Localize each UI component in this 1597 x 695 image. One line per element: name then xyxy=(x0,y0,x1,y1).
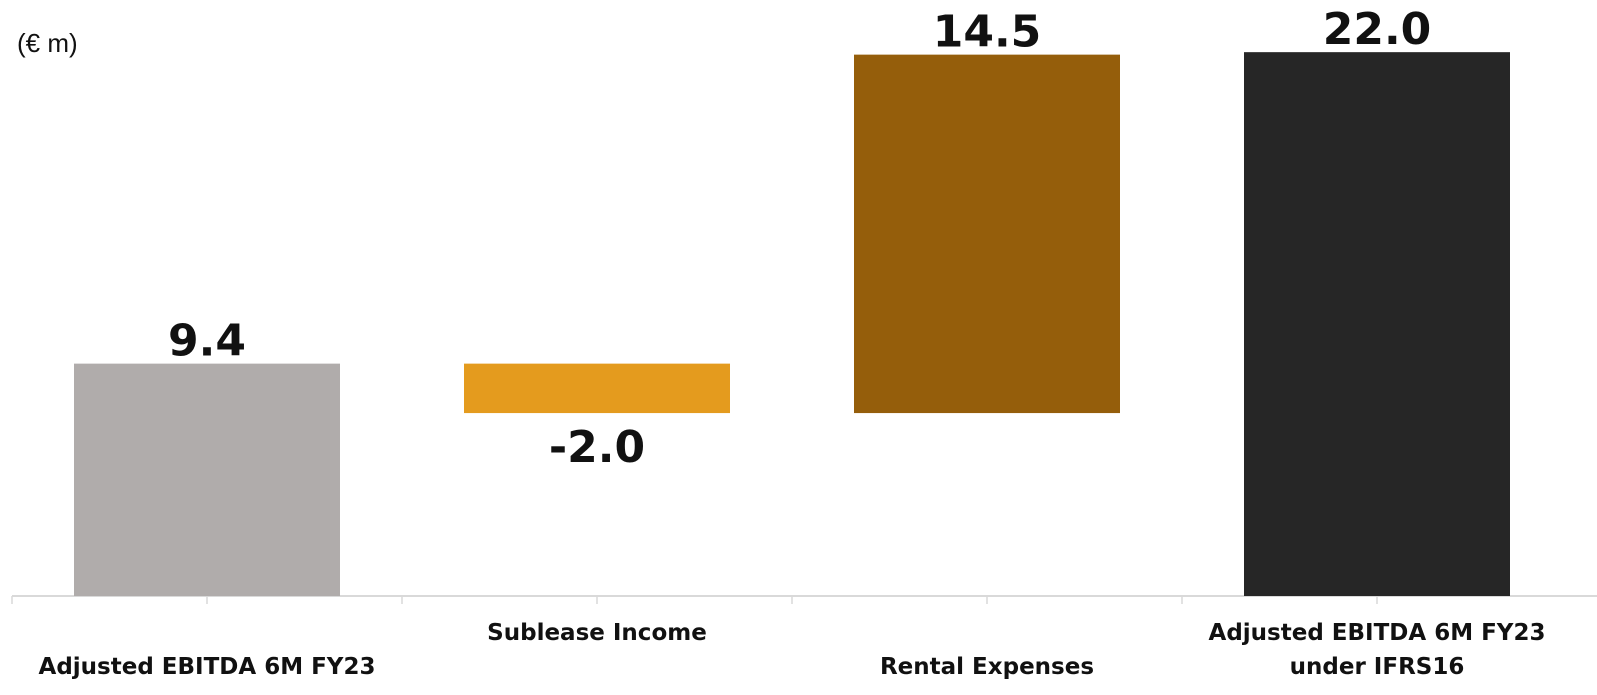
category-label: under IFRS16 xyxy=(1290,654,1465,680)
bar xyxy=(464,363,730,414)
value-label: 9.4 xyxy=(168,316,246,367)
value-labels-group: 9.4 -2.0 14.5 22.0 xyxy=(168,4,1431,473)
category-label: Adjusted EBITDA 6M FY23 xyxy=(1209,620,1546,646)
category-labels-group: Adjusted EBITDA 6M FY23 Sublease Income Re… xyxy=(39,620,1546,680)
unit-label: (€ m) xyxy=(17,28,78,58)
bar xyxy=(74,363,340,596)
category-label: Adjusted EBITDA 6M FY23 xyxy=(39,654,376,680)
value-label: -2.0 xyxy=(549,422,645,473)
bar xyxy=(854,54,1120,414)
category-label: Sublease Income xyxy=(487,620,707,646)
category-label: Rental Expenses xyxy=(880,654,1094,680)
bars-group xyxy=(74,52,1510,597)
x-axis-ticks xyxy=(11,596,1378,604)
value-label: 22.0 xyxy=(1323,4,1432,55)
value-label: 14.5 xyxy=(933,7,1042,58)
bar xyxy=(1244,52,1510,597)
